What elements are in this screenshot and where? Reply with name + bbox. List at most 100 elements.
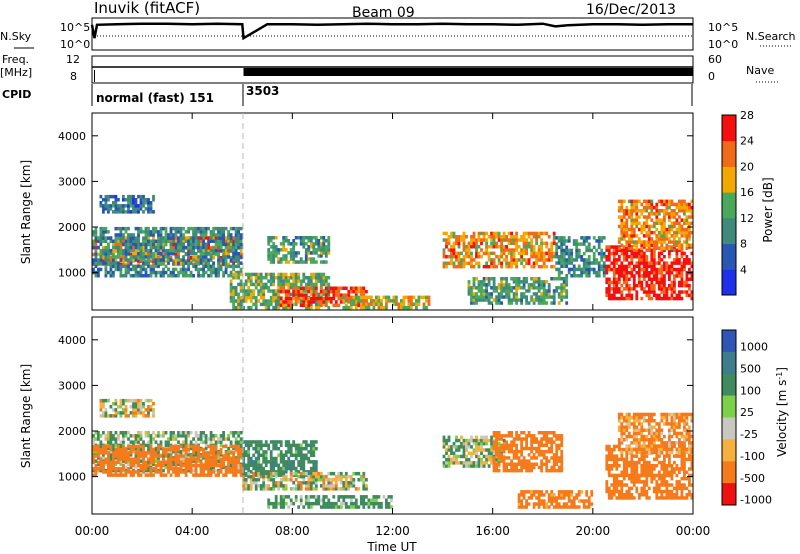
heatmap-cell (154, 258, 158, 262)
heatmap-cell (319, 242, 323, 246)
heatmap-cell (342, 484, 346, 488)
heatmap-cell (184, 460, 188, 465)
heatmap-cell (214, 444, 218, 449)
heatmap-cell (344, 495, 348, 499)
heatmap-cell (119, 443, 123, 448)
heatmap-cell (442, 435, 446, 440)
heatmap-cell (502, 289, 506, 293)
heatmap-cell (147, 258, 150, 262)
heatmap-cell (134, 465, 138, 470)
heatmap-cell (224, 258, 228, 262)
heatmap-cell (237, 292, 240, 297)
heatmap-cell (192, 252, 195, 256)
heatmap-cell (204, 270, 208, 275)
heatmap-cell (114, 451, 118, 455)
heatmap-cell (322, 276, 326, 280)
heatmap-cell (269, 456, 273, 461)
heatmap-cell (492, 283, 496, 287)
heatmap-cell (172, 226, 175, 231)
heatmap-cell (309, 242, 313, 246)
heatmap-cell (239, 463, 243, 468)
heatmap-cell (362, 484, 366, 488)
heatmap-cell (542, 280, 546, 284)
heatmap-cell (462, 238, 466, 242)
heatmap-cell (627, 212, 631, 216)
heatmap-cell (334, 474, 338, 479)
heatmap-cell (117, 233, 120, 237)
heatmap-cell (327, 484, 331, 488)
heatmap-cell (277, 251, 281, 255)
heatmap-cell (264, 487, 268, 491)
heatmap-cell (117, 451, 120, 455)
heatmap-cell (380, 505, 383, 509)
heatmap-cell (132, 246, 135, 250)
freq-unit-label: [MHz] (0, 66, 32, 79)
heatmap-cell (302, 260, 306, 264)
heatmap-cell (152, 267, 155, 272)
heatmap-cell (612, 264, 616, 269)
heatmap-cell (149, 437, 153, 441)
heatmap-cell (507, 261, 511, 265)
heatmap-cell (688, 261, 691, 265)
heatmap-cell (279, 450, 283, 454)
heatmap-cell (272, 242, 276, 246)
heatmap-cell (352, 295, 356, 300)
heatmap-cell (227, 274, 230, 278)
heatmap-cell (314, 260, 318, 264)
heatmap-cell (680, 280, 684, 285)
heatmap-cell (560, 298, 564, 302)
heatmap-cell (122, 239, 125, 243)
heatmap-cell (575, 267, 579, 272)
heatmap-cell (630, 267, 634, 272)
heatmap-cell (239, 272, 243, 277)
heatmap-cell (222, 242, 225, 247)
heatmap-cell (132, 204, 135, 208)
heatmap-cell (497, 238, 501, 242)
heatmap-cell (627, 215, 631, 219)
heatmap-cell (244, 478, 248, 482)
heatmap-cell (312, 251, 316, 255)
heatmap-cell (675, 271, 679, 275)
heatmap-cell (452, 441, 456, 446)
heatmap-cell (152, 414, 155, 418)
heatmap-cell (184, 236, 188, 240)
heatmap-cell (477, 238, 481, 242)
heatmap-cell (467, 261, 471, 265)
heatmap-cell (485, 289, 488, 293)
heatmap-cell (425, 299, 428, 303)
heatmap-cell (244, 463, 248, 467)
heatmap-cell (683, 212, 686, 216)
heatmap-cell (264, 484, 268, 488)
heatmap-cell (114, 255, 118, 259)
heatmap-cell (199, 252, 203, 256)
heatmap-cell (147, 242, 150, 247)
heatmap-cell (282, 257, 286, 261)
heatmap-cell (632, 248, 636, 252)
power-heatmap (92, 194, 694, 310)
heatmap-cell (142, 258, 145, 262)
heatmap-cell (607, 251, 611, 256)
heatmap-cell (630, 202, 634, 207)
heatmap-cell (242, 289, 246, 293)
heatmap-cell (244, 292, 248, 297)
heatmap-cell (114, 245, 118, 250)
heatmap-cell (615, 277, 619, 281)
heatmap-cell (199, 230, 203, 234)
heatmap-cell (485, 283, 488, 287)
heatmap-cell (670, 261, 674, 265)
heatmap-cell (124, 457, 128, 461)
heatmap-cell (537, 280, 541, 284)
heatmap-cell (547, 292, 551, 296)
heatmap-cell (164, 447, 168, 452)
heatmap-cell (144, 468, 148, 473)
heatmap-cell (490, 277, 493, 281)
heatmap-cell (114, 437, 118, 441)
heatmap-cell (137, 233, 140, 237)
heatmap-cell (102, 447, 105, 452)
heatmap-cell (470, 286, 473, 290)
heatmap-cell (312, 440, 316, 444)
heatmap-cell (688, 205, 691, 210)
heatmap-cell (362, 305, 366, 310)
heatmap-cell (580, 242, 584, 246)
heatmap-cell (199, 245, 203, 250)
